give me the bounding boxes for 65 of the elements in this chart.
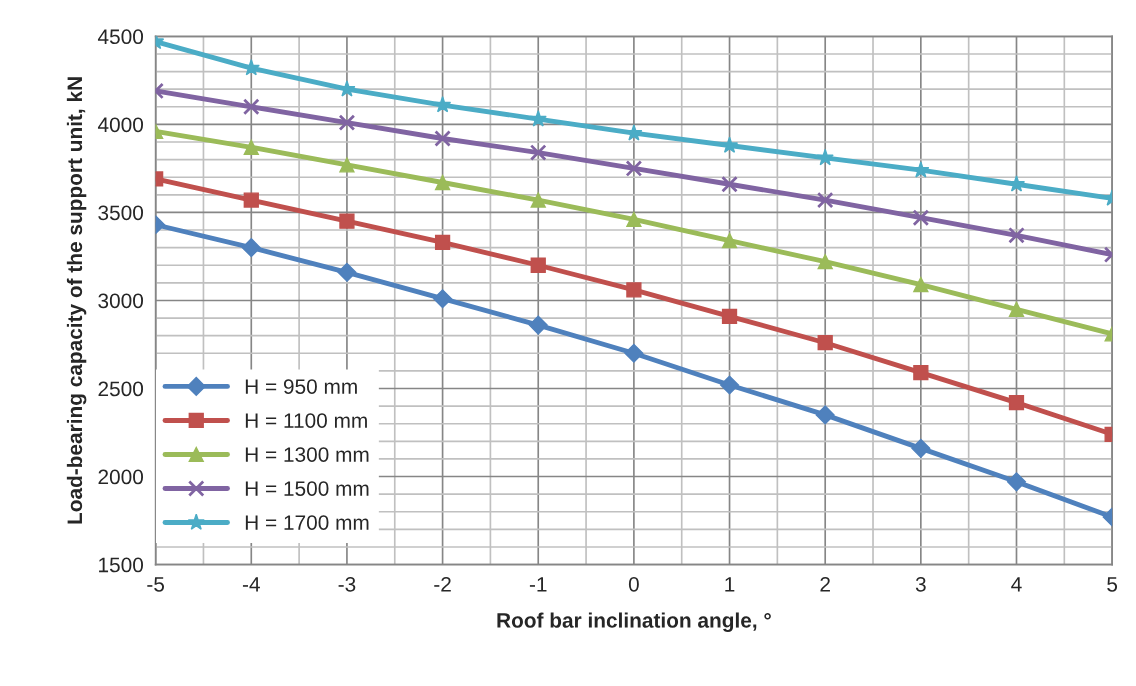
x-axis-title: Roof bar inclination angle, ° [497, 612, 771, 632]
point [817, 254, 833, 270]
point [816, 148, 834, 166]
point [1008, 301, 1025, 317]
point [625, 160, 643, 177]
point [434, 174, 451, 191]
y-tick-label: 3000 [98, 293, 144, 309]
point [912, 209, 930, 227]
x-tick-label: -5 [147, 577, 165, 592]
point [530, 257, 546, 273]
point [528, 315, 548, 335]
legend-label: H = 1700 mm [245, 515, 369, 530]
x-tick-label: -1 [529, 577, 547, 592]
point [242, 98, 260, 116]
point [433, 95, 452, 113]
point [721, 308, 738, 324]
point [339, 157, 355, 173]
point [721, 175, 738, 193]
point [1006, 472, 1027, 492]
point [720, 375, 740, 395]
point [816, 191, 834, 209]
x-tick-label: 1 [725, 577, 735, 592]
legend-label: H = 1100 mm [245, 413, 367, 428]
y-tick-label: 3500 [98, 205, 144, 221]
point [624, 343, 644, 363]
point [529, 144, 547, 161]
x-tick-label: -3 [338, 576, 356, 592]
point [243, 192, 259, 208]
point [530, 192, 546, 208]
y-tick-label: 4500 [97, 29, 144, 45]
y-tick-label: 4000 [97, 117, 144, 133]
point [626, 211, 642, 228]
point [721, 232, 738, 249]
legend-label: H = 1300 mm [245, 447, 369, 462]
y-tick-label: 1500 [99, 557, 144, 573]
point [433, 289, 453, 309]
point [817, 335, 833, 351]
y-tick-label: 2000 [98, 469, 144, 485]
x-tick-label: 5 [1107, 577, 1118, 592]
x-tick-label: 2 [820, 576, 830, 592]
point [434, 130, 451, 147]
point [241, 238, 261, 258]
x-tick-label: -2 [434, 576, 451, 592]
legend-label: H = 950 mm [245, 379, 357, 394]
point [815, 405, 835, 425]
point [626, 282, 642, 298]
point [1008, 394, 1025, 411]
y-axis-title: Load-bearing capacity of the support unit, kN [66, 77, 87, 524]
x-tick-label: -4 [242, 577, 260, 592]
point [1008, 226, 1025, 244]
x-tick-label: 0 [628, 576, 639, 592]
point [338, 114, 356, 131]
x-tick-label: 4 [1011, 577, 1022, 592]
point [434, 234, 451, 251]
legend-label: H = 1500 mm [245, 481, 369, 496]
x-tick-label: 3 [915, 576, 926, 592]
point [529, 110, 547, 127]
point [720, 136, 739, 153]
point [337, 262, 357, 282]
point [339, 213, 355, 229]
point [913, 365, 929, 381]
y-tick-label: 2500 [98, 381, 144, 397]
point [913, 276, 929, 293]
point [911, 438, 931, 458]
point [243, 139, 259, 155]
